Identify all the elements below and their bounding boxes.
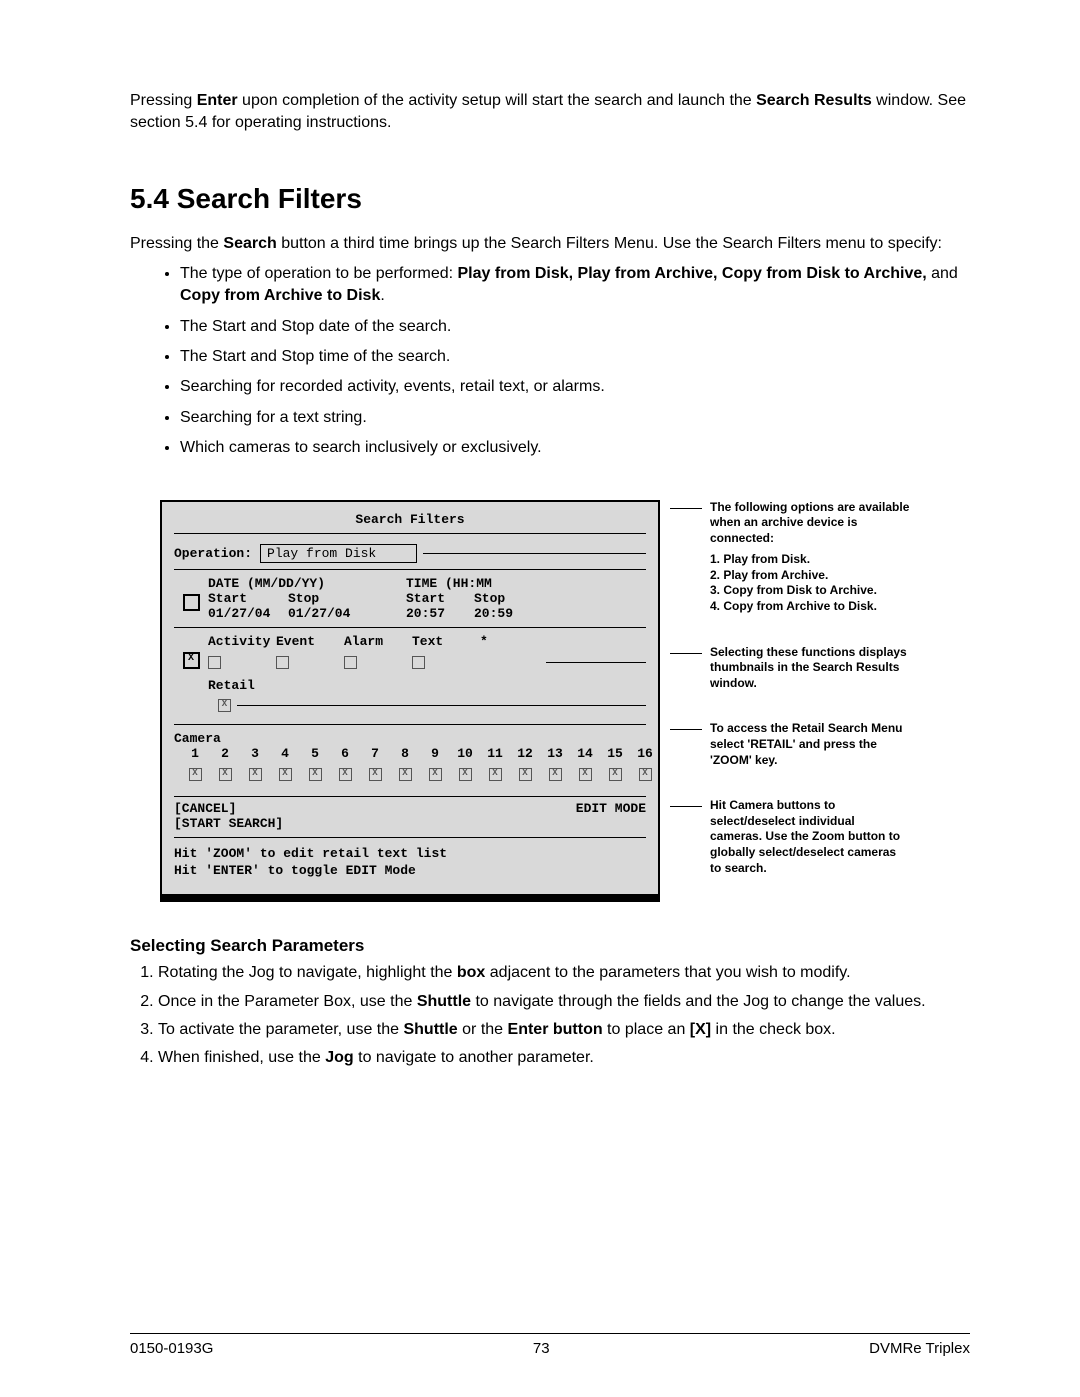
camera-1-checkbox[interactable]: X [189,768,202,781]
search-filters-screen: Search Filters Operation: Play from Disk… [160,500,660,902]
camera-9-checkbox[interactable]: X [429,768,442,781]
time-stop[interactable]: 20:59 [474,606,534,621]
camera-8-checkbox[interactable]: X [399,768,412,781]
camera-4-checkbox[interactable]: X [279,768,292,781]
date-start[interactable]: 01/27/04 [208,606,280,621]
footer-page: 73 [533,1340,550,1357]
operation-field[interactable]: Play from Disk [260,544,417,563]
lead-paragraph: Pressing the Search button a third time … [130,233,970,255]
camera-12-checkbox[interactable]: X [519,768,532,781]
start-search-button[interactable]: [START SEARCH] [174,816,646,831]
operation-row: Operation: Play from Disk [174,544,646,563]
camera-6-checkbox[interactable]: X [339,768,352,781]
callout-thumbnails: Selecting these functions displays thumb… [690,645,910,692]
intro-paragraph: Pressing Enter upon completion of the ac… [130,90,970,133]
camera-7-checkbox[interactable]: X [369,768,382,781]
camera-5-checkbox[interactable]: X [309,768,322,781]
callout-retail: To access the Retail Search Menu select … [690,721,910,768]
camera-2-checkbox[interactable]: X [219,768,232,781]
page-footer: 0150-0193G 73 DVMRe Triplex [130,1333,970,1357]
camera-10-checkbox[interactable]: X [459,768,472,781]
alarm-checkbox[interactable] [344,656,357,669]
callout-operation: The following options are available when… [690,500,910,615]
time-start[interactable]: 20:57 [406,606,466,621]
camera-16-checkbox[interactable]: X [639,768,652,781]
camera-13-checkbox[interactable]: X [549,768,562,781]
callout-cameras: Hit Camera buttons to select/deselect in… [690,798,910,876]
footer-left: 0150-0193G [130,1340,213,1357]
footer-right: DVMRe Triplex [869,1340,970,1357]
hint-zoom: Hit 'ZOOM' to edit retail text list [174,846,646,861]
activity-checkbox[interactable] [208,656,221,669]
bullet-list: The type of operation to be performed: P… [180,263,970,460]
event-checkbox[interactable] [276,656,289,669]
text-checkbox[interactable] [412,656,425,669]
datetime-checkbox[interactable] [183,594,200,611]
cancel-button[interactable]: [CANCEL] [174,801,236,816]
section-heading: 5.4 Search Filters [130,183,970,215]
camera-3-checkbox[interactable]: X [249,768,262,781]
camera-11-checkbox[interactable]: X [489,768,502,781]
hint-enter: Hit 'ENTER' to toggle EDIT Mode [174,863,646,878]
date-stop[interactable]: 01/27/04 [288,606,360,621]
camera-14-checkbox[interactable]: X [579,768,592,781]
retail-checkbox[interactable]: X [218,699,231,712]
camera-15-checkbox[interactable]: X [609,768,622,781]
sub-heading: Selecting Search Parameters [130,936,970,956]
steps-list: Rotating the Jog to navigate, highlight … [158,962,970,1070]
edit-mode-label: EDIT MODE [576,801,646,816]
screen-title: Search Filters [174,512,646,534]
aeat-checkbox[interactable]: X [183,652,200,669]
